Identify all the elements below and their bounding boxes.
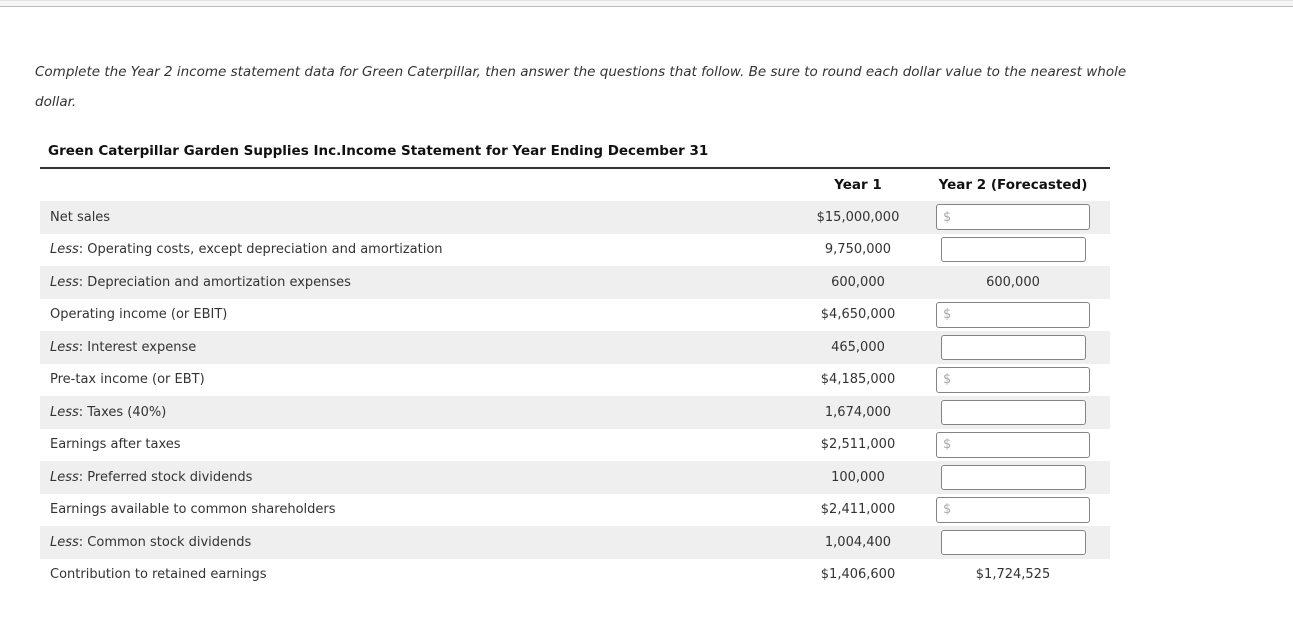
year2-static-value: $1,724,525	[975, 567, 1051, 583]
row-label-text: Pre-tax income (or EBT)	[50, 372, 205, 388]
year1-value: 1,674,000	[824, 404, 892, 420]
year2-input[interactable]	[940, 334, 1086, 360]
year1-value: $15,000,000	[816, 209, 900, 225]
table-row: Operating income (or EBIT) $4,650,000 $	[40, 299, 1110, 332]
less-prefix: Less	[50, 242, 79, 258]
panel-top-edge	[0, 0, 1293, 7]
year2-dollar-input-box[interactable]: $	[936, 431, 1090, 458]
row-label: Operating income (or EBIT)	[40, 307, 783, 322]
row-label: Earnings after taxes	[40, 437, 783, 452]
row-label-text: Net sales	[50, 209, 111, 225]
year1-value: 600,000	[831, 274, 885, 290]
row-label: Net sales	[40, 210, 783, 225]
row-label-text: : Interest expense	[78, 339, 197, 355]
row-label: Less: Interest expense	[40, 340, 783, 355]
year2-cell: $	[933, 431, 1093, 458]
year2-input[interactable]	[951, 367, 1089, 392]
table-title: Green Caterpillar Garden Supplies Inc.In…	[48, 143, 709, 159]
year1-value: $2,411,000	[820, 502, 896, 518]
year2-input[interactable]	[951, 205, 1089, 230]
year2-dollar-input-box[interactable]: $	[936, 301, 1090, 328]
year1-value: $2,511,000	[820, 437, 896, 453]
year2-cell	[933, 464, 1093, 490]
less-prefix: Less	[50, 339, 79, 355]
year2-input[interactable]	[940, 399, 1086, 425]
less-prefix: Less	[50, 274, 79, 290]
table-row: Contribution to retained earnings $1,406…	[40, 559, 1110, 592]
year2-cell: $	[933, 204, 1093, 231]
row-label-text: Earnings after taxes	[50, 437, 181, 453]
exercise-instructions: Complete the Year 2 income statement dat…	[35, 64, 1127, 110]
row-label: Less: Depreciation and amortization expe…	[40, 275, 783, 290]
year2-cell	[933, 334, 1093, 360]
row-label-text: : Depreciation and amortization expenses	[78, 274, 351, 290]
year1-value: 465,000	[831, 339, 885, 355]
row-label-text: Contribution to retained earnings	[50, 567, 267, 583]
year2-cell	[933, 399, 1093, 425]
dollar-prefix: $	[943, 502, 952, 518]
table-header-row: Year 1 Year 2 (Forecasted)	[40, 169, 1110, 201]
year2-cell: 600,000	[933, 275, 1093, 290]
dollar-prefix: $	[943, 372, 952, 388]
row-label: Less: Common stock dividends	[40, 535, 783, 550]
less-prefix: Less	[50, 404, 79, 420]
year1-value: 100,000	[831, 469, 885, 485]
row-label: Contribution to retained earnings	[40, 567, 783, 582]
year2-cell	[933, 237, 1093, 263]
year2-dollar-input-box[interactable]: $	[936, 366, 1090, 393]
row-label-text: : Operating costs, except depreciation a…	[78, 242, 443, 258]
less-prefix: Less	[50, 469, 79, 485]
year1-value: 9,750,000	[824, 242, 892, 258]
dollar-prefix: $	[943, 437, 952, 453]
year2-dollar-input-box[interactable]: $	[936, 496, 1090, 523]
year2-input[interactable]	[940, 464, 1086, 490]
year2-dollar-input-box[interactable]: $	[936, 204, 1090, 231]
table-row: Earnings available to common shareholder…	[40, 494, 1110, 527]
table-row: Net sales $15,000,000 $	[40, 201, 1110, 234]
year2-cell: $1,724,525	[933, 567, 1093, 582]
dollar-prefix: $	[943, 307, 952, 323]
title-divider	[40, 167, 1110, 169]
year1-value: $4,185,000	[820, 372, 896, 388]
table-row: Less: Operating costs, except depreciati…	[40, 234, 1110, 267]
table-row: Less: Common stock dividends 1,004,400	[40, 526, 1110, 559]
year2-input[interactable]	[951, 432, 1089, 457]
row-label: Earnings available to common shareholder…	[40, 502, 783, 517]
row-label: Pre-tax income (or EBT)	[40, 372, 783, 387]
row-label: Less: Operating costs, except depreciati…	[40, 242, 783, 257]
row-label-text: : Taxes (40%)	[78, 404, 167, 420]
row-label: Less: Taxes (40%)	[40, 405, 783, 420]
year2-input[interactable]	[940, 529, 1086, 555]
less-prefix: Less	[50, 534, 79, 550]
year2-cell	[933, 529, 1093, 555]
year1-value: $1,406,600	[820, 567, 896, 583]
table-row: Earnings after taxes $2,511,000 $	[40, 429, 1110, 462]
table-row: Less: Preferred stock dividends 100,000	[40, 461, 1110, 494]
row-label: Less: Preferred stock dividends	[40, 470, 783, 485]
year2-static-value: 600,000	[986, 274, 1040, 290]
year2-input[interactable]	[951, 497, 1089, 522]
year2-cell: $	[933, 366, 1093, 393]
table-row: Less: Depreciation and amortization expe…	[40, 266, 1110, 299]
table-row: Less: Interest expense 465,000	[40, 331, 1110, 364]
year1-value: $4,650,000	[820, 307, 896, 323]
table-row: Pre-tax income (or EBT) $4,185,000 $	[40, 364, 1110, 397]
year2-cell: $	[933, 301, 1093, 328]
row-label-text: : Common stock dividends	[78, 534, 252, 550]
row-label-text: Operating income (or EBIT)	[50, 307, 228, 323]
year2-input[interactable]	[951, 302, 1089, 327]
year1-value: 1,004,400	[824, 534, 892, 550]
column-header-year2: Year 2 (Forecasted)	[938, 177, 1088, 193]
dollar-prefix: $	[943, 209, 952, 225]
row-label-text: Earnings available to common shareholder…	[50, 502, 336, 518]
year2-cell: $	[933, 496, 1093, 523]
column-header-year1: Year 1	[834, 177, 882, 193]
year2-input[interactable]	[940, 237, 1086, 263]
table-row: Less: Taxes (40%) 1,674,000	[40, 396, 1110, 429]
income-statement-table: Green Caterpillar Garden Supplies Inc.In…	[40, 143, 1110, 591]
row-label-text: : Preferred stock dividends	[78, 469, 253, 485]
